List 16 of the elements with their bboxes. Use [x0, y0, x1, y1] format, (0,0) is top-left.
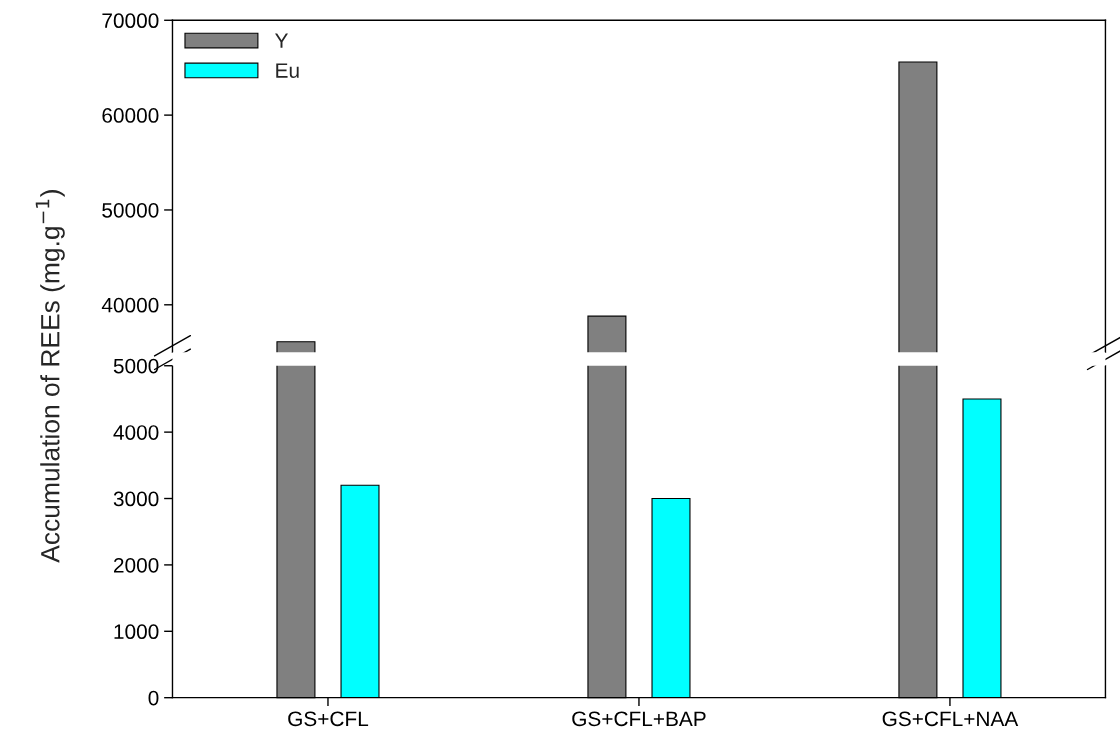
y-tick-label: 50000: [102, 202, 159, 218]
y-tick-label: 1000: [114, 624, 159, 640]
y-tick-label: 60000: [102, 108, 159, 123]
y-tick-label: 70000: [102, 13, 159, 29]
y-axis-title: Accumulation of REEs (mg.g$^{−1}$): [35, 190, 65, 563]
y-tick-label: 40000: [101, 297, 159, 313]
x-tick-label: GS+CFL: [288, 711, 369, 727]
x-tick-label: GS+CFL+NAA: [882, 711, 1019, 727]
y-tick-label: 2000: [113, 557, 159, 573]
y-tick-label: 5000: [113, 358, 159, 374]
y-tick-label: 3000: [113, 491, 159, 507]
x-tick-label: GS+CFL+BAP: [572, 711, 706, 727]
legend-label: Eu: [276, 63, 299, 78]
y-tick-label: 4000: [113, 425, 159, 440]
y-tick-label: 0: [148, 690, 159, 706]
legend-label: Y: [275, 33, 288, 48]
